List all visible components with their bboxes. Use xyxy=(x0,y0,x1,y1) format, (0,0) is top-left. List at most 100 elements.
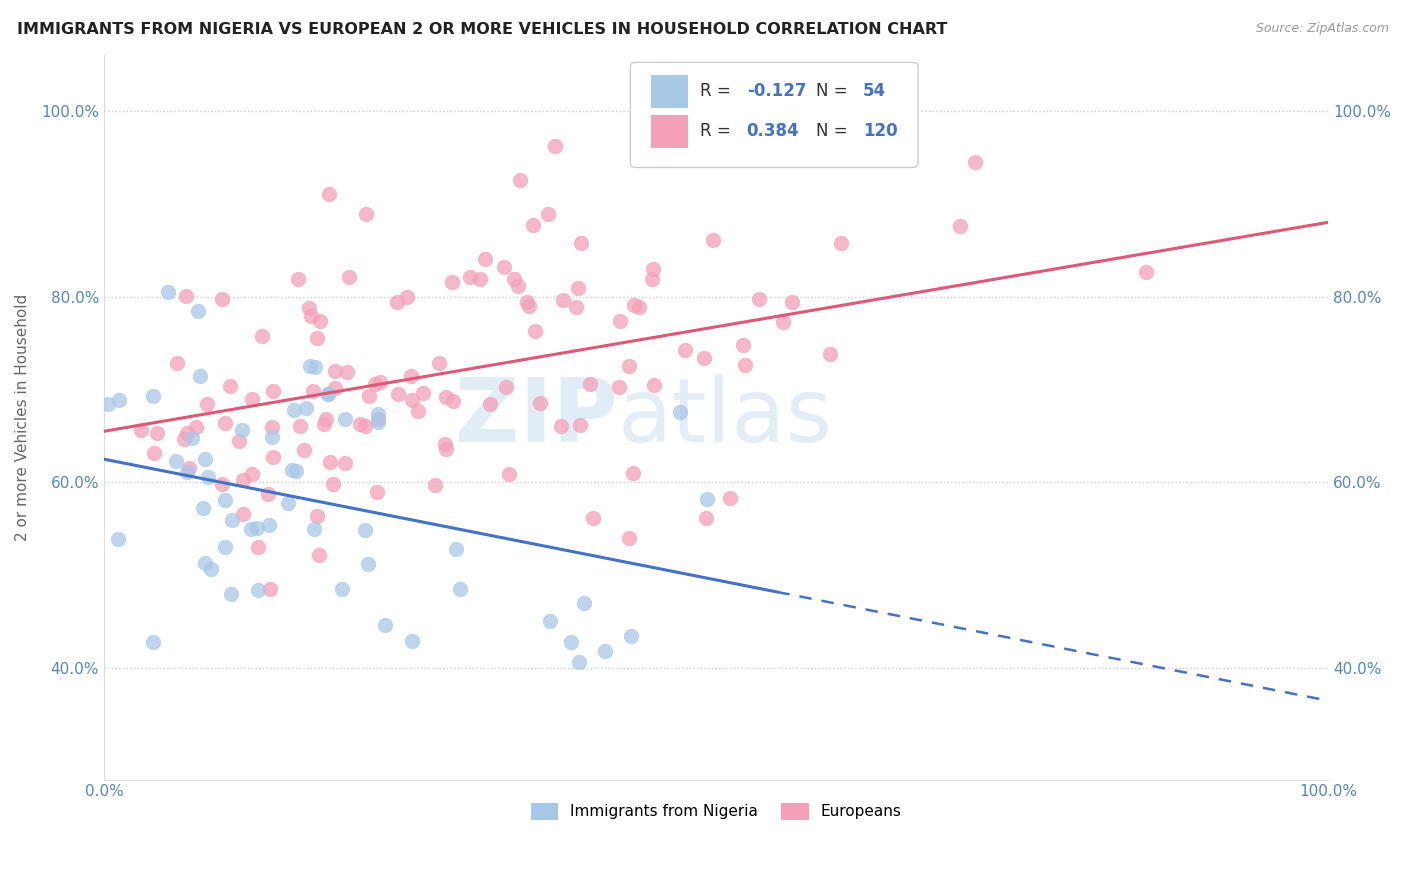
Point xyxy=(197,470,219,484)
Point xyxy=(354,418,377,433)
Point xyxy=(260,420,283,434)
Point xyxy=(262,450,284,464)
Point xyxy=(434,390,457,404)
Point xyxy=(305,508,328,523)
Point xyxy=(396,290,419,304)
Point xyxy=(359,389,381,403)
Point xyxy=(963,154,986,169)
Point xyxy=(257,517,280,532)
Point xyxy=(287,271,309,285)
Point xyxy=(498,467,520,482)
Point xyxy=(316,387,339,401)
Point xyxy=(247,540,270,554)
Point xyxy=(434,436,457,450)
Point xyxy=(177,461,200,475)
Point xyxy=(429,356,451,370)
Point xyxy=(333,411,356,425)
Point xyxy=(250,329,273,343)
Point xyxy=(214,492,236,507)
Point xyxy=(232,507,254,521)
Point xyxy=(97,397,120,411)
Point xyxy=(239,522,262,536)
Point xyxy=(314,417,336,431)
Point xyxy=(693,351,716,365)
Point xyxy=(354,207,377,221)
Point xyxy=(569,417,592,432)
Point xyxy=(641,272,664,286)
Point xyxy=(733,337,755,351)
Point xyxy=(246,582,269,597)
Point xyxy=(503,272,526,286)
Point xyxy=(337,269,360,284)
Point xyxy=(474,252,496,266)
Point xyxy=(349,417,371,432)
Point xyxy=(401,633,423,648)
Point xyxy=(628,300,651,314)
Text: 0.384: 0.384 xyxy=(747,122,799,140)
Point xyxy=(734,358,756,372)
Point xyxy=(166,356,188,370)
Point xyxy=(292,443,315,458)
Point xyxy=(333,456,356,470)
Point xyxy=(194,556,217,570)
Point xyxy=(852,144,875,158)
Point xyxy=(368,376,391,390)
Point xyxy=(537,207,560,221)
Point xyxy=(578,377,600,392)
Point xyxy=(288,418,311,433)
Text: N =: N = xyxy=(817,122,853,140)
Text: IMMIGRANTS FROM NIGERIA VS EUROPEAN 2 OR MORE VEHICLES IN HOUSEHOLD CORRELATION : IMMIGRANTS FROM NIGERIA VS EUROPEAN 2 OR… xyxy=(17,22,948,37)
Point xyxy=(495,380,517,394)
Point xyxy=(509,173,531,187)
Point xyxy=(387,387,409,401)
Point xyxy=(309,314,332,328)
Point xyxy=(316,386,339,401)
Point xyxy=(568,655,591,669)
Point xyxy=(449,582,471,596)
Point xyxy=(257,487,280,501)
Point xyxy=(176,426,198,441)
Point xyxy=(643,378,665,392)
Point xyxy=(619,359,641,374)
Point xyxy=(315,412,337,426)
Point xyxy=(458,270,481,285)
Point xyxy=(285,464,308,478)
Point xyxy=(718,491,741,506)
Point xyxy=(214,417,236,431)
Point xyxy=(262,384,284,398)
Point xyxy=(830,236,852,251)
Point xyxy=(259,582,281,596)
Point xyxy=(180,431,202,445)
Point xyxy=(173,432,195,446)
Point xyxy=(232,473,254,487)
Point xyxy=(623,298,645,312)
Point xyxy=(572,596,595,610)
Point xyxy=(166,454,188,468)
Legend: Immigrants from Nigeria, Europeans: Immigrants from Nigeria, Europeans xyxy=(524,797,908,826)
Point xyxy=(406,403,429,417)
Point xyxy=(298,301,321,316)
Point xyxy=(188,368,211,383)
Text: N =: N = xyxy=(817,82,853,101)
Point xyxy=(246,521,269,535)
Point xyxy=(176,465,198,479)
Point xyxy=(197,397,219,411)
Text: -0.127: -0.127 xyxy=(747,82,806,101)
Point xyxy=(143,446,166,460)
Point xyxy=(108,392,131,407)
Point xyxy=(211,476,233,491)
Point xyxy=(174,289,197,303)
Point xyxy=(425,477,447,491)
Point xyxy=(298,359,321,373)
Point xyxy=(516,295,538,310)
Point xyxy=(200,562,222,576)
Point xyxy=(818,347,841,361)
Point xyxy=(218,379,240,393)
Point xyxy=(621,466,644,480)
Point xyxy=(262,430,284,444)
Point xyxy=(277,495,299,509)
Point xyxy=(440,275,463,289)
Text: ZIP: ZIP xyxy=(456,374,619,461)
Point xyxy=(323,364,346,378)
Point xyxy=(367,416,389,430)
